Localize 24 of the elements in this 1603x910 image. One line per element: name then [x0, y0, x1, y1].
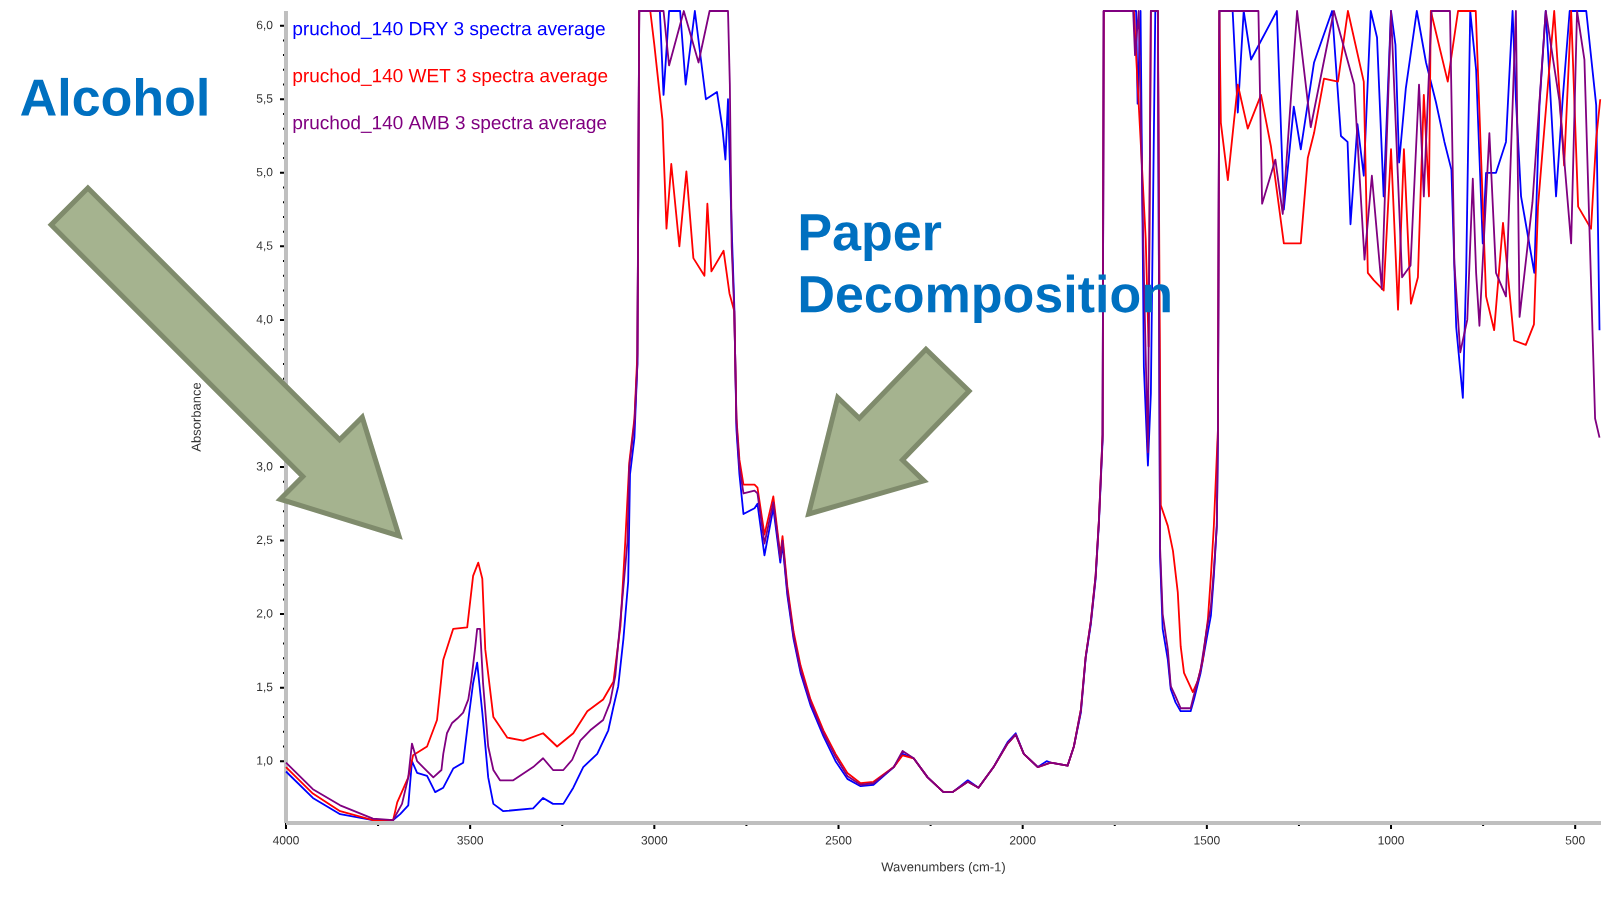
x-tick-label: 500	[1565, 836, 1585, 845]
x-tick-label: 1500	[1194, 836, 1220, 845]
y-tick-label: 3,0	[256, 462, 273, 472]
x-tick-label: 3000	[641, 836, 668, 845]
series-label: pruchod_140 DRY 3 spectra average	[293, 21, 605, 40]
y-tick-label: 2,0	[256, 609, 273, 620]
x-tick-label: 1000	[1378, 836, 1404, 845]
series-label: pruchod_140 WET 3 spectra average	[293, 68, 608, 87]
x-tick-label: 3500	[457, 836, 484, 845]
y-tick-label: 2,5	[256, 535, 273, 546]
x-axis-title: Wavenumbers (cm-1)	[881, 861, 1005, 875]
y-tick-label: 1,0	[257, 756, 273, 767]
x-tick-label: 2500	[825, 836, 852, 845]
y-tick-label: 6,0	[256, 20, 273, 31]
x-tick-label: 4000	[272, 836, 299, 845]
y-tick-label: 4,5	[256, 241, 273, 252]
x-tick-label: 2000	[1009, 836, 1036, 845]
series-label: pruchod_140 AMB 3 spectra average	[293, 115, 607, 134]
text: Alcohol	[20, 77, 207, 117]
y-tick-label: 5,5	[256, 94, 273, 105]
y-tick-label: 4,0	[256, 314, 273, 325]
y-axis-title: Absorbance	[191, 382, 201, 452]
y-tick-label: 5,0	[256, 167, 273, 178]
y-tick-label: 1,5	[257, 682, 273, 693]
